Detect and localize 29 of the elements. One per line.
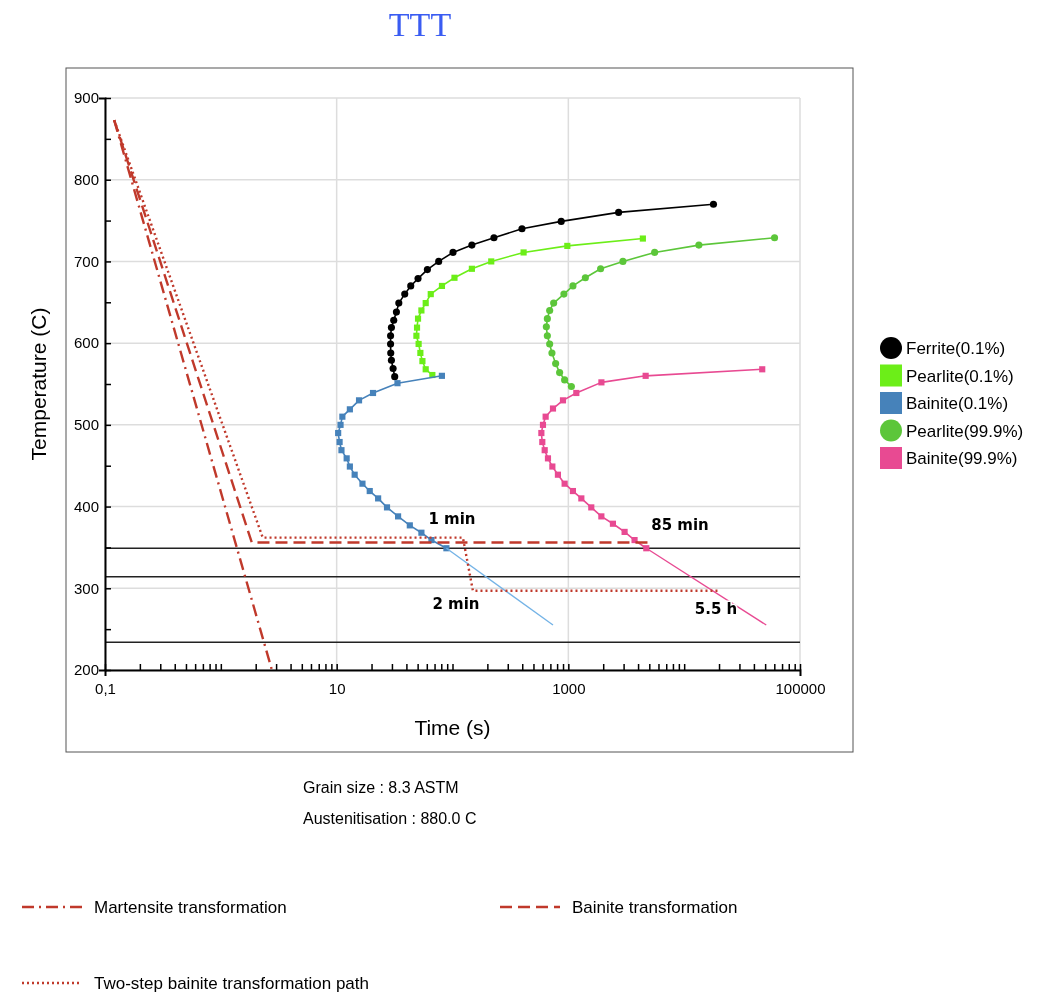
annotation: 2 min: [432, 595, 480, 613]
x-axis-title: Time (s): [414, 716, 491, 739]
legend-label: Two-step bainite transformation path: [94, 974, 369, 993]
x-tick-label: 0,1: [95, 680, 116, 697]
x-tick-label: 100000: [775, 680, 826, 697]
chart-title: TTT: [388, 6, 452, 43]
y-tick-label: 500: [73, 416, 99, 434]
annotation: 85 min: [651, 516, 709, 534]
annotation: 1 min: [428, 510, 476, 528]
legend-label: Ferrite(0.1%): [906, 339, 1006, 358]
legend-label: Pearlite(0.1%): [906, 366, 1014, 386]
y-tick-label: 300: [73, 579, 99, 597]
legend-label: Martensite transformation: [94, 898, 287, 917]
y-axis-title: Temperature (C): [27, 307, 50, 461]
text: Grain size : 8.3 ASTM: [303, 779, 459, 796]
y-tick-label: 700: [73, 252, 99, 270]
y-tick-label: 200: [73, 661, 99, 679]
legend-label: Bainite(99.9%): [906, 449, 1018, 468]
legend-label: Pearlite(99.9%): [906, 421, 1024, 441]
x-tick-label: 10: [328, 680, 346, 697]
x-tick-label: 1000: [552, 680, 586, 697]
legend-label: Bainite transformation: [572, 898, 738, 917]
y-tick-label: 800: [73, 171, 99, 189]
y-tick-label: 900: [73, 89, 99, 107]
annotation: 5.5 h: [694, 600, 738, 618]
y-tick-label: 400: [73, 497, 99, 515]
text: Austenitisation : 880.0 C: [303, 810, 477, 827]
y-tick-label: 600: [73, 334, 99, 352]
legend-label: Bainite(0.1%): [906, 394, 1009, 413]
